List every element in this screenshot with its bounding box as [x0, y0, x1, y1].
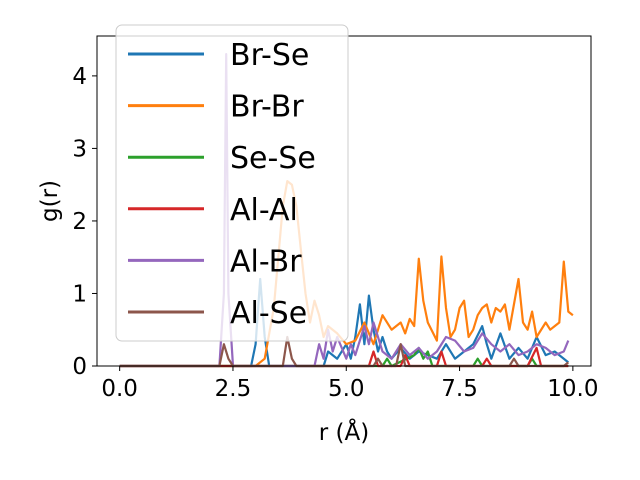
y-tick-label: 2	[72, 209, 87, 235]
x-axis: 0.0 2.5 5.0 7.5 10.0	[101, 366, 598, 402]
legend: Br-Se Br-Br Se-Se Al-Al Al-Br Al-Se	[115, 24, 349, 342]
y-tick-label: 4	[72, 64, 87, 90]
y-axis-label: g(r)	[37, 180, 63, 222]
y-tick-label: 1	[72, 281, 87, 307]
y-axis: 0 1 2 3 4	[72, 64, 97, 380]
legend-label: Al-Al	[230, 193, 298, 228]
legend-box	[115, 24, 349, 342]
x-tick-label: 7.5	[441, 376, 478, 402]
series-line-al-se	[119, 335, 569, 368]
series-line-al-br	[119, 53, 570, 368]
legend-label: Br-Se	[230, 38, 309, 73]
legend-label: Se-Se	[230, 141, 316, 176]
y-tick-label: 3	[72, 136, 87, 162]
legend-label: Al-Br	[230, 244, 302, 279]
x-tick-label: 10.0	[547, 376, 598, 402]
legend-label: Br-Br	[230, 90, 304, 125]
x-tick-label: 5.0	[328, 376, 365, 402]
x-tick-label: 2.5	[215, 376, 252, 402]
x-axis-label: r (Å)	[319, 418, 369, 446]
x-tick-label: 0.0	[101, 376, 138, 402]
y-tick-label: 0	[72, 354, 87, 380]
legend-label: Al-Se	[230, 296, 307, 331]
